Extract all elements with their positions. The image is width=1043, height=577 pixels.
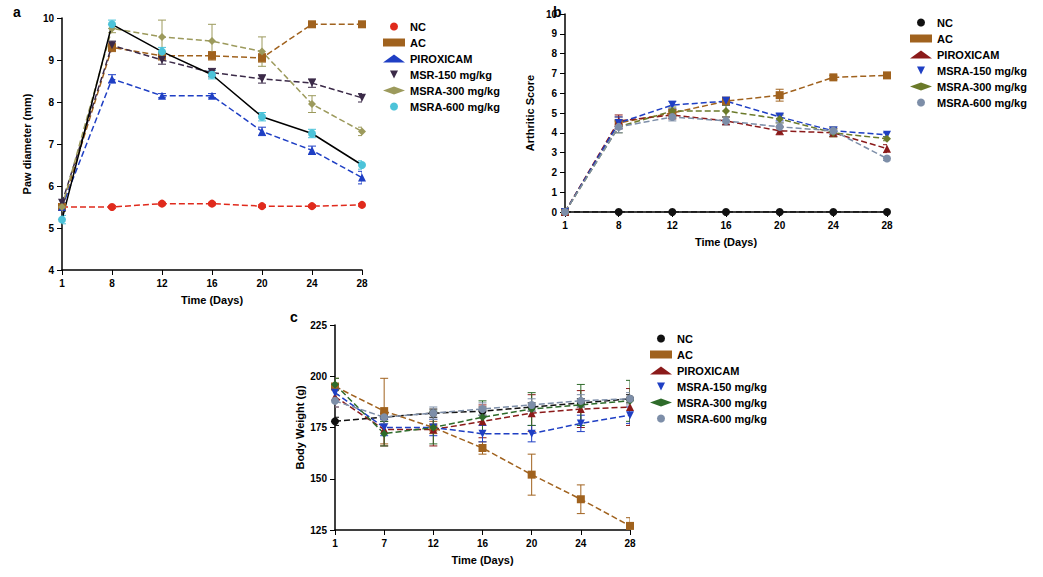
svg-text:NC: NC [677,333,693,345]
svg-text:MSRA-150 mg/kg: MSRA-150 mg/kg [937,65,1027,77]
svg-text:Arthritic Score: Arthritic Score [524,75,536,151]
svg-text:PIROXICAM: PIROXICAM [677,365,739,377]
svg-text:20: 20 [256,278,268,289]
svg-text:1: 1 [59,278,65,289]
svg-text:200: 200 [310,371,327,382]
svg-text:6: 6 [551,88,557,99]
svg-text:7: 7 [48,139,54,150]
svg-text:150: 150 [310,473,327,484]
svg-text:12: 12 [667,220,679,231]
svg-text:MSRA-150 mg/kg: MSRA-150 mg/kg [677,381,767,393]
svg-text:9: 9 [48,55,54,66]
svg-text:16: 16 [206,278,218,289]
svg-text:c: c [290,309,298,325]
svg-text:1: 1 [562,220,568,231]
svg-text:MSRA-600 mg/kg: MSRA-600 mg/kg [937,97,1027,109]
svg-text:b: b [553,4,562,20]
svg-text:a: a [13,4,21,20]
svg-text:NC: NC [937,17,953,29]
svg-text:8: 8 [109,278,115,289]
svg-text:8: 8 [48,97,54,108]
svg-text:0: 0 [551,207,557,218]
svg-text:225: 225 [310,320,327,331]
svg-text:MSRA-600 mg/kg: MSRA-600 mg/kg [677,413,767,425]
svg-text:28: 28 [624,538,636,549]
svg-text:AC: AC [677,349,693,361]
svg-text:2: 2 [551,167,557,178]
svg-text:12: 12 [156,278,168,289]
svg-text:24: 24 [306,278,318,289]
svg-text:Time (Days): Time (Days) [451,554,513,566]
svg-text:MSR-150 mg/kg: MSR-150 mg/kg [410,69,492,81]
svg-text:24: 24 [828,220,840,231]
svg-text:MSRA-300 mg/kg: MSRA-300 mg/kg [410,85,500,97]
svg-text:MSRA-600 mg/kg: MSRA-600 mg/kg [410,101,500,113]
svg-text:10: 10 [43,13,55,24]
svg-text:7: 7 [381,538,387,549]
svg-text:4: 4 [551,127,557,138]
svg-text:16: 16 [477,538,489,549]
svg-text:6: 6 [48,181,54,192]
svg-text:Time (Days): Time (Days) [695,236,757,248]
svg-text:5: 5 [551,108,557,119]
svg-text:125: 125 [310,525,327,536]
svg-text:16: 16 [720,220,732,231]
svg-text:MSRA-300 mg/kg: MSRA-300 mg/kg [677,397,767,409]
svg-text:20: 20 [526,538,538,549]
svg-text:28: 28 [356,278,368,289]
svg-text:8: 8 [551,48,557,59]
svg-text:NC: NC [410,21,426,33]
svg-text:PIROXICAM: PIROXICAM [410,53,472,65]
svg-text:9: 9 [551,28,557,39]
svg-text:PIROXICAM: PIROXICAM [937,49,999,61]
svg-text:12: 12 [428,538,440,549]
svg-text:8: 8 [616,220,622,231]
svg-text:AC: AC [937,33,953,45]
svg-text:4: 4 [48,265,54,276]
svg-text:175: 175 [310,422,327,433]
svg-text:MSRA-300 mg/kg: MSRA-300 mg/kg [937,81,1027,93]
svg-text:5: 5 [48,223,54,234]
svg-text:Body Weight (g): Body Weight (g) [294,385,306,469]
svg-text:28: 28 [881,220,893,231]
svg-text:Time (Days): Time (Days) [181,294,243,306]
svg-text:AC: AC [410,37,426,49]
svg-text:Paw diameter (mm): Paw diameter (mm) [21,93,33,194]
svg-text:1: 1 [551,187,557,198]
svg-text:10: 10 [545,8,557,20]
svg-text:1: 1 [332,538,338,549]
svg-text:3: 3 [551,147,557,158]
svg-text:20: 20 [774,220,786,231]
svg-text:7: 7 [551,68,557,79]
svg-text:24: 24 [575,538,587,549]
